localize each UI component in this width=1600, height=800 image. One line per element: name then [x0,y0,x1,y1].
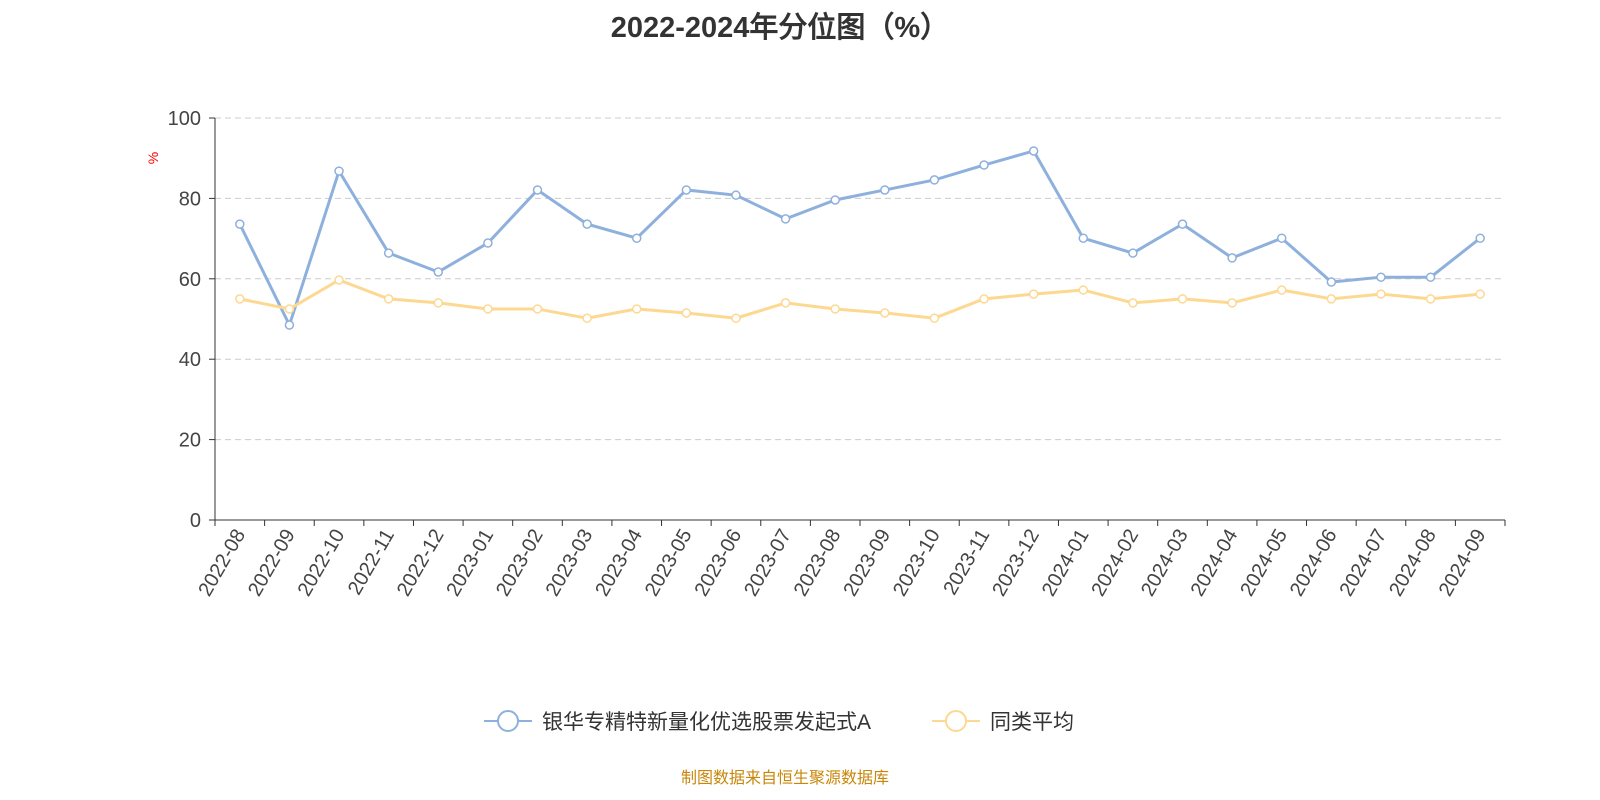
x-tick-label: 2022-12 [393,526,449,601]
x-tick-label: 2022-08 [194,526,250,601]
data-point [1128,248,1138,258]
data-point [1376,272,1386,282]
data-point [1078,233,1089,243]
data-point [631,233,642,243]
data-point [235,219,245,229]
x-tick-label: 2023-01 [442,526,498,601]
y-tick-label: 80 [179,188,201,210]
x-tick-label: 2024-01 [1038,526,1094,601]
data-point [483,238,493,248]
y-tick-label: 100 [168,108,201,130]
x-tick-label: 2023-12 [988,526,1044,601]
data-point [979,160,989,170]
data-point [631,304,642,314]
data-point [830,304,840,314]
data-point [929,175,940,185]
data-point [880,185,890,195]
data-point [284,304,295,314]
y-tick-label: 60 [179,269,201,291]
y-tick-label: 40 [179,349,201,371]
data-point [433,298,444,308]
x-tick-label: 2023-03 [542,526,598,601]
data-point [334,275,344,285]
data-point [681,185,692,195]
x-tick-label: 2022-10 [294,526,350,601]
data-point [1177,219,1188,229]
series-line-1 [239,278,1481,320]
legend-label: 银华专精特新量化优选股票发起式A [542,711,871,734]
data-point [1227,298,1237,308]
x-tick-label: 2023-11 [939,526,994,599]
data-point [235,294,245,304]
x-tick-label: 2024-07 [1336,526,1392,601]
data-point [1276,285,1287,295]
x-tick-label: 2023-08 [790,526,846,601]
x-tick-label: 2023-04 [591,526,647,601]
x-tick-label: 2022-11 [344,526,399,599]
x-tick-label: 2024-04 [1187,526,1243,601]
data-point [1425,272,1436,282]
data-point [979,294,989,304]
data-point [1326,294,1337,304]
data-point [582,219,592,229]
legend-label: 同类平均 [990,711,1074,734]
x-tick-label: 2023-10 [889,526,945,601]
data-point [1376,289,1386,299]
x-tick-label: 2022-09 [244,526,300,601]
x-tick-label: 2023-05 [641,526,697,601]
data-point [1475,233,1485,243]
y-tick-label: 20 [179,430,201,452]
data-point [1128,298,1138,308]
source-note: 制图数据来自恒生聚源数据库 [680,770,889,787]
series-line-0 [238,149,1482,330]
x-tick-label: 2024-03 [1137,526,1193,601]
data-point [532,304,543,314]
y-tick-label: 0 [190,510,201,532]
x-tick-label: 2024-09 [1435,526,1491,601]
legend-marker [945,710,967,732]
x-tick-label: 2024-08 [1385,526,1441,601]
x-tick-label: 2024-02 [1087,526,1143,601]
data-point [780,214,791,224]
data-point [1475,289,1485,299]
data-point [1028,289,1039,299]
data-point [582,313,592,323]
data-point [830,195,840,205]
data-point [383,248,394,258]
data-point [780,298,791,308]
data-point [1326,277,1337,287]
x-tick-label: 2023-02 [492,526,548,601]
x-tick-label: 2024-05 [1236,526,1292,601]
y-axis-label: % [145,152,161,164]
data-point [731,190,741,200]
data-point [1028,146,1039,156]
data-point [1078,285,1089,295]
x-tick-label: 2023-09 [839,526,895,601]
data-point [532,185,543,195]
data-point [1425,294,1436,304]
x-tick-label: 2024-06 [1286,526,1342,601]
x-tick-label: 2023-07 [740,526,796,601]
data-point [1177,294,1188,304]
chart-title: 2022-2024年分位图（%） [610,12,950,44]
data-point [483,304,493,314]
data-point [731,313,741,323]
legend-marker [497,710,519,732]
data-point [334,166,344,176]
data-point [929,313,940,323]
data-point [681,308,692,318]
data-point [433,267,444,277]
data-point [1276,233,1287,243]
data-point [880,308,890,318]
x-tick-label: 2023-06 [691,526,747,601]
data-point [284,320,295,330]
data-point [1227,253,1237,263]
data-point [383,294,394,304]
